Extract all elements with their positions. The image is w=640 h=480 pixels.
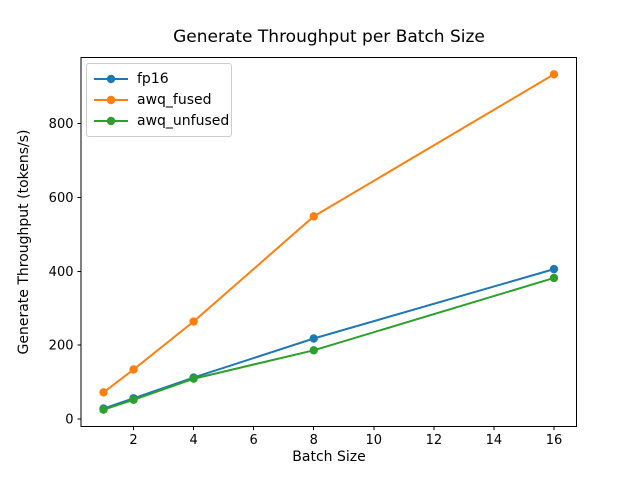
legend-label: awq_unfused (137, 113, 230, 130)
legend-line-sample-awq_fused (94, 95, 128, 105)
legend-line-sample-awq_unfused (94, 117, 128, 126)
data-point-awq_unfused (549, 273, 559, 283)
x-tick-label: 16 (546, 433, 563, 448)
y-axis-label: Generate Throughput (tokens/s) (16, 129, 32, 355)
data-point-awq_fused (309, 212, 318, 221)
data-point-awq_unfused (309, 346, 318, 355)
chart-title: Generate Throughput per Batch Size (173, 27, 485, 47)
data-point-awq_fused (189, 317, 198, 326)
x-tick-label: 12 (426, 433, 443, 448)
x-axis-label: Batch Size (292, 449, 366, 465)
legend-item-awq_fused: awq_fused (87, 89, 225, 110)
legend-label: awq_fused (137, 91, 212, 108)
data-point-fp16 (549, 264, 559, 274)
legend-line-sample-fp16 (94, 74, 128, 83)
data-point-awq_fused (549, 70, 559, 79)
x-tick-label: 4 (189, 433, 197, 448)
series-line-awq_unfused (103, 277, 555, 411)
x-tick-label: 2 (129, 433, 137, 448)
legend-label: fp16 (137, 70, 169, 87)
x-tick-label: 8 (310, 433, 318, 448)
legend: fp16 awq_fused awq_unfused (86, 63, 232, 137)
y-tick-label: 200 (49, 339, 74, 354)
legend-item-awq_unfused: awq_unfused (87, 111, 229, 132)
data-point-awq_fused (129, 365, 138, 374)
x-tick-label: 10 (366, 433, 383, 448)
legend-item-fp16: fp16 (87, 68, 225, 89)
data-point-fp16 (309, 334, 318, 343)
y-tick-label: 600 (49, 191, 74, 206)
data-point-awq_unfused (129, 395, 138, 404)
y-tick-label: 400 (49, 265, 74, 280)
axes-frame (80, 57, 577, 427)
y-tick-label: 0 (65, 412, 73, 427)
x-tick-label: 6 (250, 433, 258, 448)
data-point-awq_fused (99, 388, 108, 397)
data-point-awq_unfused (99, 405, 108, 414)
x-tick-label: 14 (486, 433, 503, 448)
data-point-awq_unfused (189, 374, 198, 383)
y-tick-label: 800 (49, 117, 74, 132)
